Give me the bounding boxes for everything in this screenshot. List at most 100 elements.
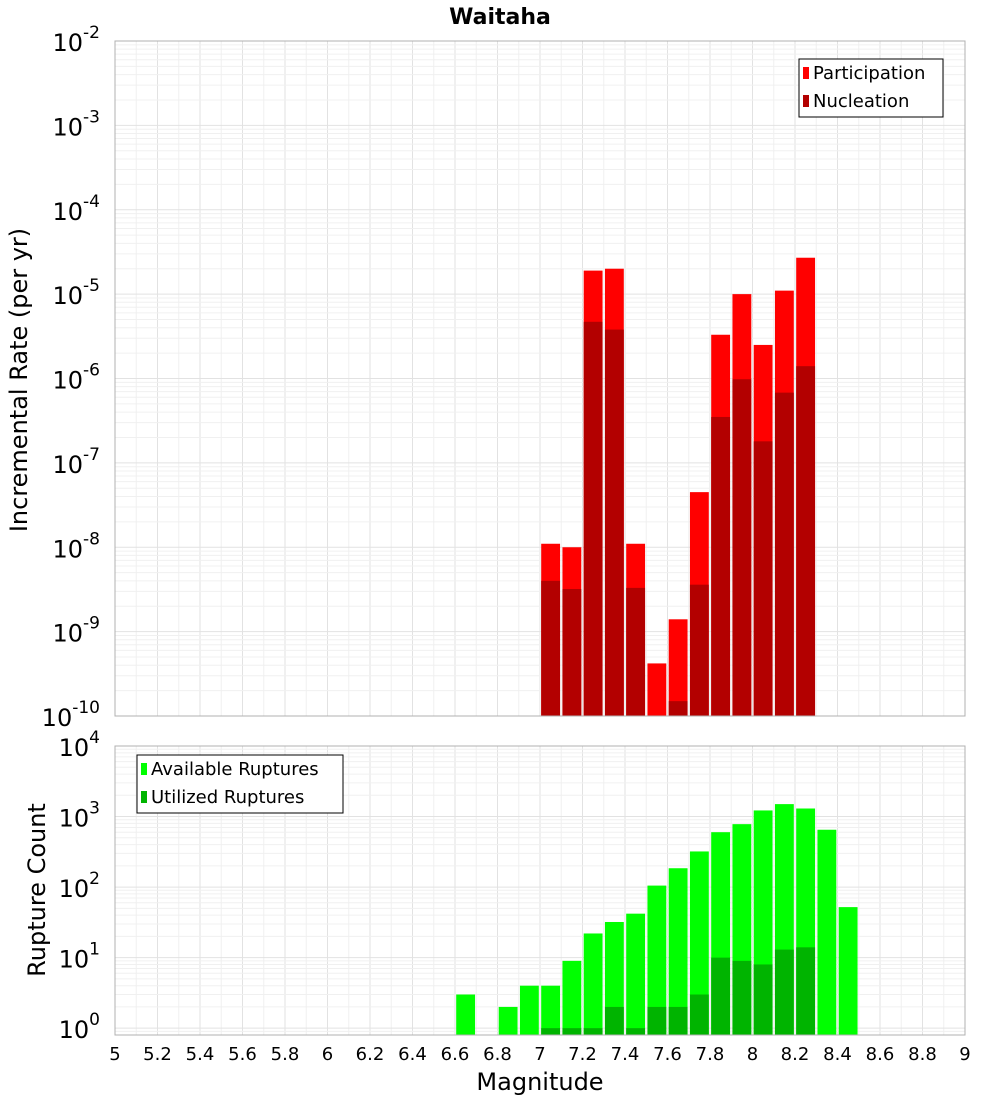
bottom-legend-label: Available Ruptures	[151, 759, 319, 780]
top-bars	[541, 257, 816, 716]
x-tick-label: 8.8	[908, 1044, 937, 1065]
bottom-legend-label: Utilized Ruptures	[151, 787, 304, 808]
top-legend-label: Nucleation	[813, 91, 909, 112]
bottom-bar	[753, 964, 773, 1035]
x-tick-label: 7.4	[611, 1044, 640, 1065]
x-tick-label: 8.2	[781, 1044, 810, 1065]
x-tick-label: 8.6	[866, 1044, 895, 1065]
top-frame	[114, 40, 966, 717]
x-tick-label: 5.6	[228, 1044, 257, 1065]
top-panel: 10-2 10-3 10-4 10-5 10-6 10-7 10-8 10-9 10-10 Par…	[42, 23, 966, 732]
bottom-y-tick-label: 103	[59, 799, 100, 833]
x-tick-label: 8.4	[823, 1044, 852, 1065]
top-bar	[626, 587, 646, 716]
bottom-bar	[796, 947, 816, 1035]
x-tick-label: 6.2	[356, 1044, 385, 1065]
bottom-bar	[519, 985, 539, 1035]
bottom-panel: 104 103 102 101 100 Available Ruptures Utilize…	[59, 728, 971, 1065]
x-tick-label: 7	[534, 1044, 545, 1065]
bottom-bar	[626, 1028, 646, 1035]
bottom-frame	[114, 745, 966, 1036]
x-tick-label: 5.8	[271, 1044, 300, 1065]
top-legend-swatch	[803, 67, 809, 79]
top-bar	[562, 589, 582, 716]
bottom-bar	[562, 960, 582, 1035]
top-series-2	[541, 321, 816, 716]
bottom-bar	[604, 1006, 624, 1035]
top-legend-label: Participation	[813, 63, 925, 84]
top-legend: Participation Nucleation	[798, 58, 944, 118]
top-bar	[541, 580, 561, 716]
top-bar	[711, 416, 731, 716]
bottom-bar	[668, 1006, 688, 1035]
top-y-axis-label: Incremental Rate (per yr)	[5, 228, 33, 532]
top-y-ticks: 10-2 10-3 10-4 10-5 10-6 10-7 10-8 10-9 10-10	[42, 23, 100, 732]
top-bar	[583, 321, 603, 716]
bottom-bar	[711, 957, 731, 1035]
x-tick-label: 7.6	[653, 1044, 682, 1065]
top-bar	[668, 619, 688, 716]
x-tick-label: 5.4	[186, 1044, 215, 1065]
x-tick-label: 5.2	[143, 1044, 172, 1065]
top-y-tick-label: 10-3	[53, 107, 101, 141]
top-bar	[604, 329, 624, 716]
bottom-y-ticks: 104 103 102 101 100	[59, 728, 100, 1044]
bottom-y-tick-label: 101	[59, 940, 100, 974]
x-tick-label: 6.8	[483, 1044, 512, 1065]
x-ticks: 5 5.2 5.4 5.6 5.8 6 6.2 6.4 6.6 6.8 7 7.2 7.4 7.6 7.8 8…	[109, 1044, 970, 1065]
bottom-bar	[583, 1028, 603, 1035]
top-bar	[753, 441, 773, 716]
bottom-bar	[604, 921, 624, 1035]
bottom-bar	[689, 851, 709, 1035]
x-tick-label: 5	[109, 1044, 120, 1065]
top-y-tick-label: 10-5	[53, 276, 101, 310]
top-y-tick-label: 10-2	[53, 23, 101, 57]
bottom-y-tick-label: 100	[59, 1010, 100, 1044]
top-legend-box	[798, 58, 944, 118]
bottom-series-2	[541, 947, 816, 1035]
bottom-legend: Available Ruptures Utilized Ruptures	[136, 754, 344, 814]
bottom-bar	[562, 1028, 582, 1035]
bottom-bar	[732, 960, 752, 1035]
bottom-bar	[668, 868, 688, 1035]
x-tick-label: 6.6	[441, 1044, 470, 1065]
top-bar	[668, 701, 688, 716]
top-bar	[689, 584, 709, 716]
bottom-bar	[626, 913, 646, 1035]
bottom-bar	[689, 994, 709, 1035]
bottom-bar	[774, 949, 794, 1035]
top-bar	[647, 663, 667, 716]
bottom-bar	[498, 1006, 518, 1035]
bottom-legend-swatch	[141, 791, 147, 803]
bottom-y-tick-label: 102	[59, 869, 100, 903]
bottom-bar	[456, 994, 476, 1035]
bottom-bar	[541, 1028, 561, 1035]
top-grid	[114, 41, 966, 717]
bottom-bar	[583, 933, 603, 1035]
bottom-bar	[817, 829, 837, 1035]
top-y-tick-label: 10-9	[53, 614, 101, 648]
bottom-bars	[456, 804, 858, 1035]
x-tick-label: 9	[959, 1044, 970, 1065]
top-y-tick-label: 10-7	[53, 445, 101, 479]
top-bar	[774, 392, 794, 716]
top-bar	[796, 366, 816, 716]
x-axis-label: Magnitude	[476, 1068, 603, 1096]
bottom-legend-swatch	[141, 763, 147, 775]
bottom-y-axis-label: Rupture Count	[23, 803, 51, 977]
x-tick-label: 6	[322, 1044, 333, 1065]
x-tick-label: 6.4	[398, 1044, 427, 1065]
bottom-bar	[838, 907, 858, 1035]
top-y-tick-label: 10-6	[53, 361, 101, 395]
top-y-tick-label: 10-4	[53, 192, 101, 226]
chart-title: Waitaha	[449, 5, 551, 30]
bottom-bar	[541, 985, 561, 1035]
x-tick-label: 7.8	[696, 1044, 725, 1065]
top-y-tick-label: 10-8	[53, 529, 101, 563]
bottom-bar	[647, 1006, 667, 1035]
bottom-bar	[647, 885, 667, 1035]
x-tick-label: 8	[747, 1044, 758, 1065]
x-tick-label: 7.2	[568, 1044, 597, 1065]
top-legend-swatch	[803, 95, 809, 107]
